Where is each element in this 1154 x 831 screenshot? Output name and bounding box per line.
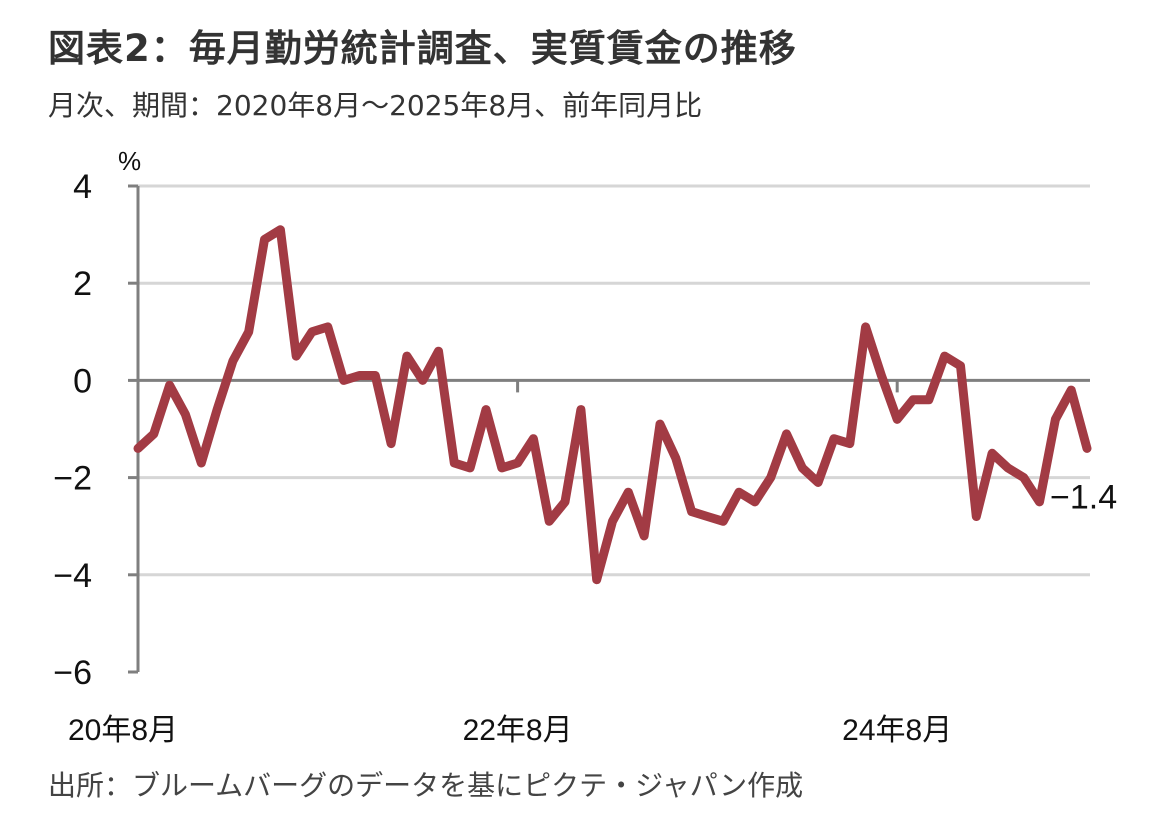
y-tick-label: −2 [53,460,92,498]
last-value-label: −1.4 [1050,478,1117,516]
chart-title: 図表2：毎月勤労統計調査、実質賃金の推移 [48,27,797,70]
chart-subtitle: 月次、期間：2020年8月～2025年8月、前年同月比 [48,89,703,122]
x-tick-label: 24年8月 [842,714,952,747]
y-tick-label: 2 [73,265,92,303]
source-note: 出所：ブルームバーグのデータを基にピクテ・ジャパン作成 [48,769,804,802]
y-tick-label: 4 [73,168,92,206]
y-tick-label: −6 [53,654,92,692]
y-tick-label: 0 [73,362,92,400]
y-axis-unit: % [118,146,141,176]
y-tick-label: −4 [53,557,92,595]
x-tick-label: 22年8月 [463,714,573,747]
x-tick-label: 20年8月 [68,714,178,747]
